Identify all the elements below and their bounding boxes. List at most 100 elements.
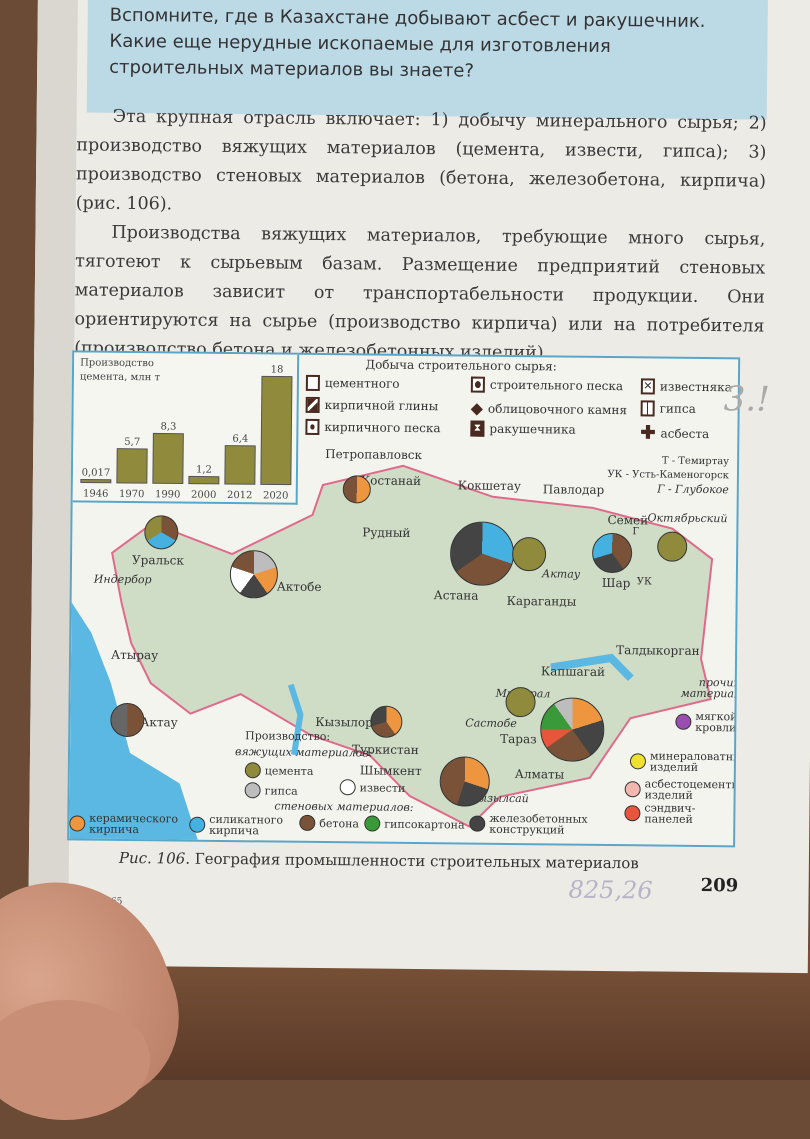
legend-swatch — [244, 762, 261, 779]
bar-value-label: 5,7 — [124, 437, 140, 448]
production-pie — [229, 550, 279, 599]
production-pie — [370, 705, 403, 738]
legend-label: облицовочного камня — [487, 401, 628, 417]
question-box: Вспомните, где в Казахстане добывают асб… — [86, 0, 768, 120]
legend-label: ракушечника — [489, 421, 576, 437]
legend-swatch — [624, 805, 641, 822]
sand-icon — [470, 376, 485, 393]
legend-label: сэндвич-панелей — [644, 801, 696, 826]
production-pie — [657, 531, 688, 562]
city-label: Петропавловск — [325, 447, 423, 463]
city-label: Састобе — [465, 716, 517, 731]
map-figure: Производство цемента, млн т 0,017 1946 5,7… — [67, 350, 741, 848]
legend-clay: кирпичной глины — [305, 396, 439, 414]
city-label: Тараз — [500, 731, 537, 747]
city-label: Астана — [433, 588, 479, 603]
bar — [224, 445, 256, 485]
cross-icon: ✚ — [640, 422, 656, 444]
paragraph: Производства вяжущих материалов, требующ… — [74, 222, 766, 364]
legend-label: гипса — [264, 783, 298, 798]
legend-item: минераловатных изделий — [629, 749, 740, 774]
legend-swatch — [675, 713, 692, 730]
legend-swatch — [299, 814, 316, 831]
city-label: Капшагай — [540, 664, 606, 679]
x-tick-label: 2000 — [191, 490, 217, 501]
legend-subheading: стеновых материалов: — [274, 799, 414, 814]
bar — [152, 432, 184, 485]
city-label: Рудный — [362, 525, 411, 540]
hourglass-icon: ⧗ — [470, 420, 485, 437]
legend-swatch — [244, 782, 261, 799]
bar-value-label: 6,4 — [232, 434, 248, 445]
bar-chart-svg: 0,017 1946 5,7 1970 8,3 1990 1,2 2000 6,4 2012 18 2… — [80, 364, 293, 502]
legend-item: сэндвич-панелей — [624, 801, 733, 826]
legend-cement-raw: цементного — [305, 374, 400, 392]
legend-label: асбестоцементных изделий — [644, 777, 741, 802]
paragraph: Эта крупная отрасль включает: 1) добычу … — [75, 106, 767, 215]
city-label: Кокшетау — [457, 478, 522, 494]
legend-label: строительного песка — [489, 377, 624, 394]
legend-label: цемента — [264, 763, 314, 778]
bar — [188, 475, 220, 485]
production-pie — [342, 475, 371, 504]
handwritten-mark: 3.! — [723, 379, 771, 420]
legend-item: гипсокартона — [364, 815, 465, 832]
caption-text: . География промышленности строительных … — [185, 849, 639, 873]
city-label: Шымкент — [359, 763, 422, 779]
legend-swatch — [364, 815, 381, 832]
bar — [80, 478, 112, 484]
legend-swatch — [339, 779, 356, 796]
city-label: Караганды — [506, 593, 577, 609]
legend-gypsum-raw: гипса — [640, 400, 696, 417]
city-label: Шар — [601, 575, 631, 591]
abbrev: УК - Усть-Каменогорск — [607, 468, 730, 482]
city-label: Талдыкорган — [616, 643, 700, 658]
legend-heading: Производство: — [245, 729, 331, 744]
legend-label: кирпичной глины — [324, 398, 439, 414]
production-pie — [539, 697, 605, 762]
production-pie — [439, 756, 490, 807]
x-tick-label: 1946 — [83, 488, 109, 499]
city-label: Индербор — [93, 572, 152, 587]
legend-item: асбестоцементных изделий — [624, 777, 741, 802]
legend-swatch — [189, 816, 206, 833]
city-label: Актау — [541, 567, 581, 581]
production-pie — [505, 686, 536, 718]
cement-raw-icon — [305, 374, 320, 391]
abbrev: Г - Глубокое — [657, 482, 729, 497]
abbreviations: Т - Темиртау УК - Усть-Каменогорск Г - Г… — [607, 454, 729, 497]
x-tick-label: 2012 — [227, 490, 253, 501]
legend-label: извести — [359, 780, 406, 795]
legend-label: гипсокартона — [384, 817, 465, 832]
legend-label: кирпичного песка — [324, 420, 441, 436]
legend-subheading: вяжущих материалов: — [234, 745, 373, 760]
city-label: Г — [632, 526, 640, 538]
gypsum-raw-icon — [640, 400, 655, 417]
production-pie — [591, 532, 633, 574]
legend-item: извести — [339, 779, 406, 796]
abbrev: Т - Темиртау — [661, 455, 730, 468]
city-label: Уральск — [131, 553, 184, 568]
city-label: Павлодар — [542, 482, 605, 497]
legend-item: железобетонных конструкций — [469, 811, 599, 837]
caption-label: Рис. 106 — [118, 848, 186, 868]
diamond-icon: ◆ — [470, 398, 484, 418]
production-pie — [449, 521, 515, 587]
body-text: Эта крупная отрасль включает: 1) добычу … — [74, 102, 767, 370]
legend-label: асбеста — [660, 426, 710, 441]
legend-swatch — [624, 781, 641, 798]
bar-value-label: 18 — [271, 364, 284, 375]
legend-label: бетона — [319, 816, 360, 830]
legend-brick-sand: кирпичного песка — [305, 418, 441, 436]
legend-label: гипса — [659, 401, 696, 416]
legend-label: керамического кирпича — [89, 811, 179, 837]
city-label: Семей — [607, 512, 649, 528]
legend-label: железобетонных конструкций — [489, 811, 588, 837]
legend-swatch — [469, 815, 486, 832]
page-number: 209 — [700, 874, 739, 897]
bar — [116, 448, 148, 484]
city-label: Алматы — [514, 767, 565, 782]
legend-subheading: прочих материалов: — [680, 675, 741, 701]
handwritten-price: 825,26 — [568, 875, 653, 905]
legend-asbestos: ✚ асбеста — [640, 422, 709, 444]
